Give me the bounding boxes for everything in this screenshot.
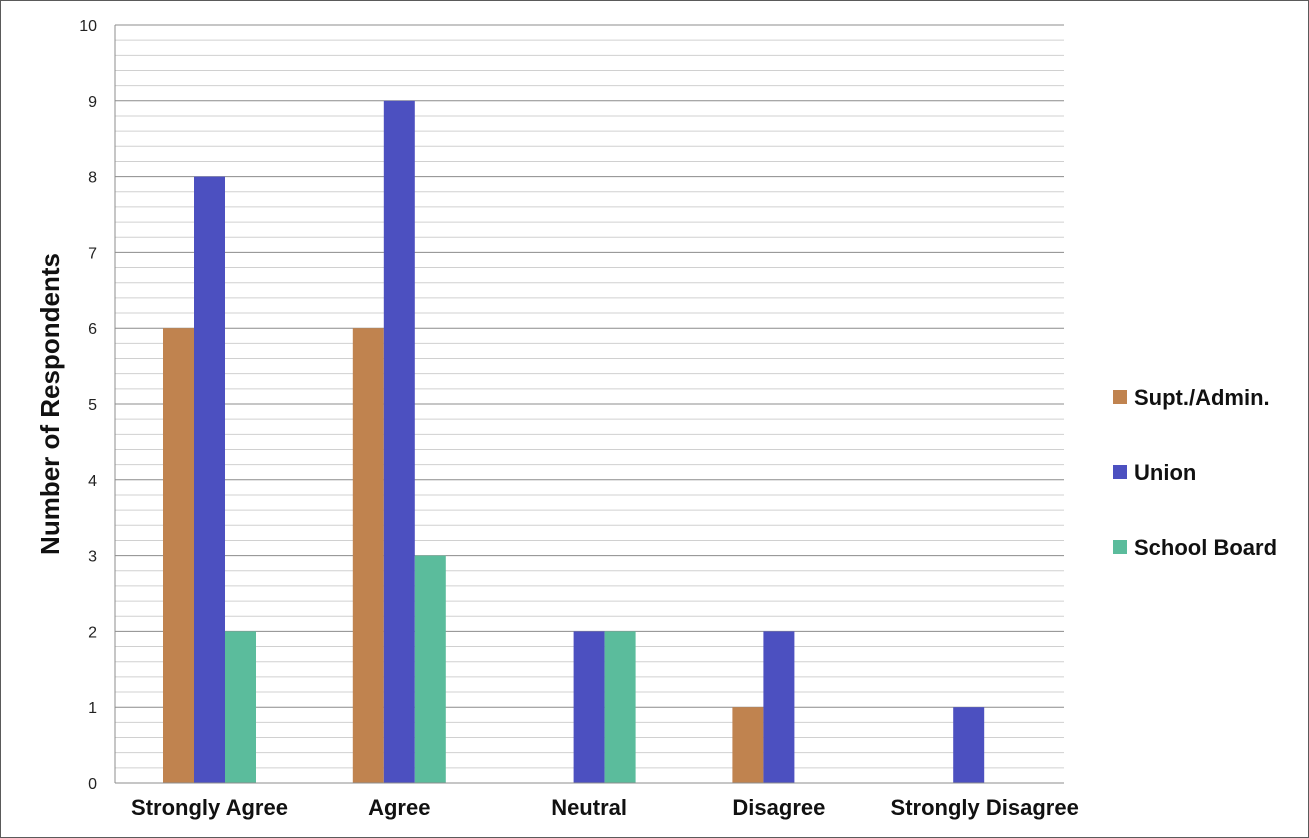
bar-supt-admin-strongly-agree: [163, 328, 194, 783]
bar-union-agree: [383, 100, 415, 784]
y-tick-label: 0: [88, 776, 97, 793]
bar-union-strongly-agree: [194, 176, 225, 784]
legend-swatch: [1113, 540, 1127, 554]
legend-label: Supt./Admin.: [1134, 385, 1270, 410]
legend-label: School Board: [1134, 535, 1277, 560]
bar-school-board-neutral: [604, 631, 636, 783]
legend: Supt./Admin. Union School Board: [1113, 385, 1277, 560]
bar-union-neutral: [573, 631, 605, 783]
legend-swatch: [1113, 465, 1127, 479]
y-tick-label: 2: [88, 624, 97, 641]
legend-label: Union: [1134, 460, 1196, 485]
x-category-labels: Strongly Agree Agree Neutral Disagree Strong…: [131, 795, 1079, 820]
y-tick-label: 6: [88, 321, 97, 338]
bar-union-strongly-disagree: [953, 707, 985, 783]
x-category-label: Agree: [368, 795, 430, 820]
axes: [114, 25, 1064, 784]
bar-school-board-strongly-agree: [225, 631, 256, 783]
x-category-label: Strongly Disagree: [891, 795, 1079, 820]
y-tick-label: 10: [79, 18, 97, 35]
legend-swatch: [1113, 390, 1127, 404]
bar-supt-admin-disagree: [732, 707, 764, 783]
bar-union-disagree: [763, 631, 795, 783]
bar-supt-admin-agree: [352, 328, 384, 783]
y-tick-label: 1: [88, 700, 97, 717]
x-category-label: Disagree: [732, 795, 825, 820]
y-tick-label: 4: [88, 473, 97, 490]
y-axis-label: Number of Respondents: [35, 253, 65, 555]
x-category-label: Strongly Agree: [131, 795, 288, 820]
y-tick-label: 5: [88, 397, 97, 414]
y-tick-label: 3: [88, 549, 97, 566]
x-category-label: Neutral: [551, 795, 627, 820]
bar-school-board-agree: [414, 555, 446, 783]
y-tick-label: 8: [88, 170, 97, 187]
y-tick-labels: 0 1 2 3 4 5 6 7 8 9 10: [79, 18, 97, 793]
y-tick-label: 9: [88, 94, 97, 111]
grid: [115, 24, 1064, 769]
y-tick-label: 7: [88, 245, 97, 262]
bars: [163, 100, 985, 784]
